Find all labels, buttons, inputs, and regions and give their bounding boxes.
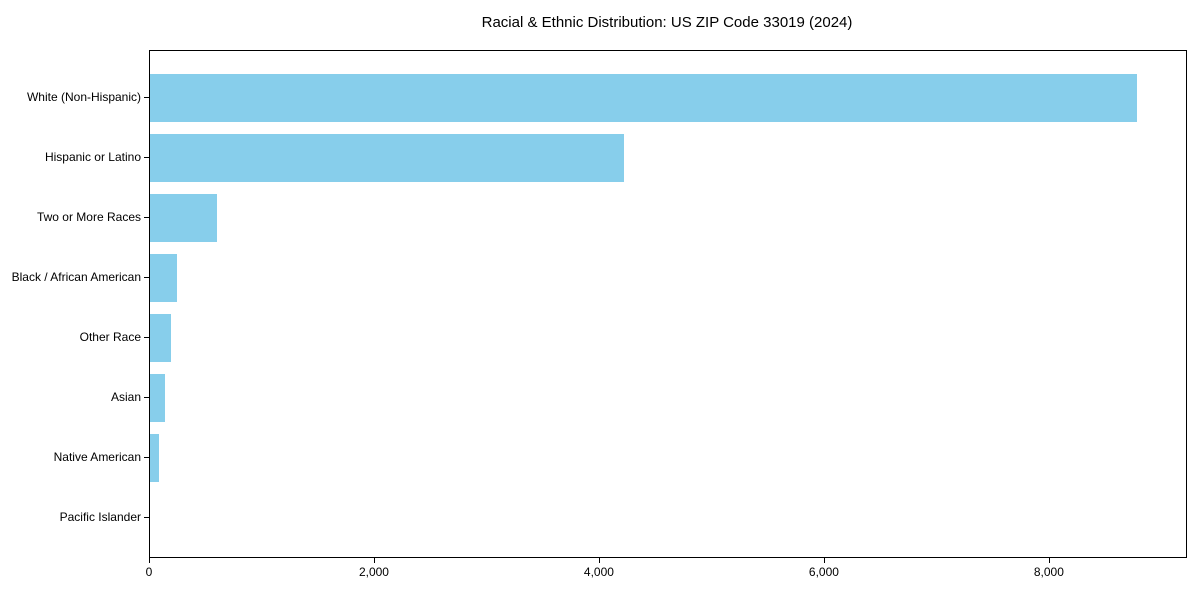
y-tick-label: Two or More Races xyxy=(36,210,141,224)
bar-black-african-american xyxy=(150,254,177,302)
bar-other-race xyxy=(150,314,172,362)
x-tick-mark xyxy=(373,558,376,563)
chart-title: Racial & Ethnic Distribution: US ZIP Cod… xyxy=(481,14,853,31)
y-tick-label: Black / African American xyxy=(11,270,141,284)
y-tick-mark xyxy=(144,217,149,219)
x-tick-label: 0 xyxy=(145,565,153,579)
y-tick-mark xyxy=(144,337,149,339)
x-tick-mark xyxy=(149,558,151,563)
x-tick-label: 8,000 xyxy=(1033,565,1064,579)
y-tick-label: Asian xyxy=(110,390,141,404)
y-tick-label: Pacific Islander xyxy=(59,510,141,524)
bar-white-non-hispanic xyxy=(150,74,1137,122)
bar-native-american xyxy=(150,434,159,482)
x-tick-label: 4,000 xyxy=(583,565,614,579)
y-tick-label: Other Race xyxy=(79,330,141,344)
x-tick-mark xyxy=(598,558,601,563)
y-tick-label: White (Non-Hispanic) xyxy=(26,90,141,104)
y-tick-label: Hispanic or Latino xyxy=(44,150,141,164)
x-tick-mark xyxy=(823,558,826,563)
y-tick-mark xyxy=(144,157,149,159)
x-tick-label: 2,000 xyxy=(358,565,389,579)
y-tick-mark xyxy=(144,457,149,459)
plot-area xyxy=(149,50,1187,558)
bar-two-or-more-races xyxy=(150,194,218,242)
y-tick-mark xyxy=(144,97,149,99)
bar-asian xyxy=(150,374,166,422)
y-tick-mark xyxy=(144,517,149,519)
x-tick-mark xyxy=(1048,558,1051,563)
bar-hispanic-or-latino xyxy=(150,134,624,182)
y-tick-mark xyxy=(144,277,149,279)
y-tick-mark xyxy=(144,397,149,399)
x-tick-label: 6,000 xyxy=(808,565,839,579)
y-tick-label: Native American xyxy=(53,450,141,464)
